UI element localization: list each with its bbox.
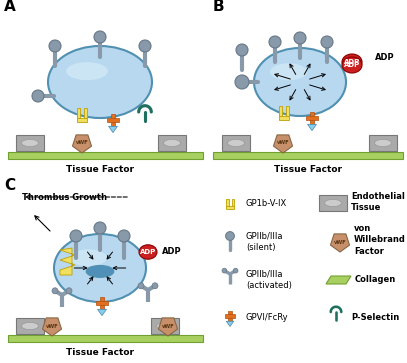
Bar <box>225 314 235 318</box>
Ellipse shape <box>139 245 157 259</box>
Ellipse shape <box>54 234 146 302</box>
Text: vWF: vWF <box>277 140 289 146</box>
Circle shape <box>233 268 238 273</box>
Bar <box>107 118 119 122</box>
Polygon shape <box>326 276 351 284</box>
Circle shape <box>138 283 144 289</box>
Polygon shape <box>158 318 177 336</box>
Bar <box>306 116 318 120</box>
Bar <box>286 106 289 116</box>
Polygon shape <box>330 234 350 252</box>
Bar <box>222 135 250 151</box>
Text: GPIIb/IIIa
(silent): GPIIb/IIIa (silent) <box>246 232 284 252</box>
Polygon shape <box>42 318 61 336</box>
Text: A: A <box>4 0 16 14</box>
Text: Tissue Factor: Tissue Factor <box>274 165 342 174</box>
Polygon shape <box>60 248 75 275</box>
Text: GP1b-V-IX: GP1b-V-IX <box>246 200 287 208</box>
Text: B: B <box>213 0 225 14</box>
Text: ADP: ADP <box>344 59 360 65</box>
Circle shape <box>49 40 61 52</box>
Text: C: C <box>4 178 15 193</box>
Text: vWF: vWF <box>162 323 174 329</box>
Text: Collagen: Collagen <box>355 276 396 285</box>
Bar <box>279 106 282 116</box>
Text: Tissue Factor: Tissue Factor <box>66 165 134 174</box>
Circle shape <box>52 288 58 294</box>
Bar <box>100 297 104 309</box>
Bar <box>319 195 347 211</box>
Bar <box>8 152 203 159</box>
Text: vWF: vWF <box>46 323 58 329</box>
Bar <box>226 206 234 209</box>
Bar <box>16 135 44 151</box>
Bar <box>8 335 203 342</box>
Ellipse shape <box>70 249 107 266</box>
Bar <box>279 116 289 120</box>
Circle shape <box>321 36 333 48</box>
Bar <box>232 199 234 206</box>
Ellipse shape <box>228 139 244 147</box>
Bar <box>228 311 232 321</box>
Circle shape <box>225 232 234 240</box>
Bar <box>226 199 228 206</box>
Text: GPIIb/IIIa
(activated): GPIIb/IIIa (activated) <box>246 270 292 290</box>
Text: P-Selectin: P-Selectin <box>351 314 399 322</box>
Circle shape <box>139 40 151 52</box>
Bar <box>158 135 186 151</box>
Ellipse shape <box>22 322 38 330</box>
Text: ADP: ADP <box>162 248 182 257</box>
Polygon shape <box>109 126 118 132</box>
Text: vWF: vWF <box>76 140 88 146</box>
Text: vWF: vWF <box>334 240 346 245</box>
Circle shape <box>70 230 82 242</box>
Ellipse shape <box>374 139 392 147</box>
Circle shape <box>94 222 106 234</box>
Text: ADP: ADP <box>375 53 395 62</box>
Text: von
Willebrand
Factor: von Willebrand Factor <box>354 224 406 256</box>
Circle shape <box>222 268 227 273</box>
Ellipse shape <box>22 139 38 147</box>
Bar <box>213 152 403 159</box>
Ellipse shape <box>270 63 307 80</box>
Bar <box>16 318 44 334</box>
Ellipse shape <box>157 322 173 330</box>
Ellipse shape <box>48 46 152 118</box>
Bar <box>77 108 80 118</box>
Polygon shape <box>308 124 317 131</box>
Bar <box>77 118 87 122</box>
Circle shape <box>94 31 106 43</box>
Polygon shape <box>72 135 92 153</box>
Bar <box>369 135 397 151</box>
Text: ADP: ADP <box>344 62 360 68</box>
Circle shape <box>152 283 158 289</box>
Ellipse shape <box>342 54 362 70</box>
Circle shape <box>32 90 44 102</box>
Ellipse shape <box>254 48 346 116</box>
Ellipse shape <box>66 62 108 80</box>
Circle shape <box>66 288 72 294</box>
Polygon shape <box>98 309 107 315</box>
Text: ADP: ADP <box>140 249 156 255</box>
Circle shape <box>269 36 281 48</box>
Ellipse shape <box>86 265 114 277</box>
Ellipse shape <box>325 199 341 207</box>
Bar <box>111 114 115 126</box>
Ellipse shape <box>342 57 362 73</box>
Bar <box>310 112 314 124</box>
Text: Tissue Factor: Tissue Factor <box>66 348 134 357</box>
Text: GPVI/FcRy: GPVI/FcRy <box>246 314 289 322</box>
Circle shape <box>235 75 249 89</box>
Polygon shape <box>226 321 234 326</box>
Text: Endothelial
Tissue: Endothelial Tissue <box>351 192 405 212</box>
Circle shape <box>294 32 306 44</box>
Text: Thrombus Growth: Thrombus Growth <box>22 193 107 202</box>
Circle shape <box>236 44 248 56</box>
Bar <box>151 318 179 334</box>
Polygon shape <box>274 135 293 153</box>
Bar <box>84 108 87 118</box>
Bar <box>96 301 108 305</box>
Circle shape <box>118 230 130 242</box>
Ellipse shape <box>164 139 180 147</box>
